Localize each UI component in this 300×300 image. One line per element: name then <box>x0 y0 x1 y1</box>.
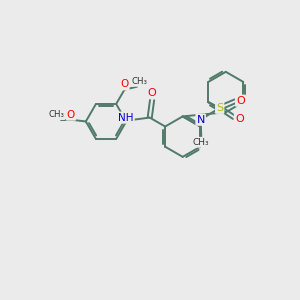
Text: S: S <box>216 103 223 113</box>
Text: N: N <box>196 115 205 125</box>
Text: O: O <box>120 79 129 89</box>
Text: O: O <box>148 88 157 98</box>
Text: O: O <box>235 114 244 124</box>
Text: NH: NH <box>118 112 134 123</box>
Text: CH₃: CH₃ <box>48 110 64 119</box>
Text: CH₃: CH₃ <box>132 77 148 86</box>
Text: O: O <box>67 110 75 120</box>
Text: O: O <box>236 96 245 106</box>
Text: CH₃: CH₃ <box>193 138 210 147</box>
